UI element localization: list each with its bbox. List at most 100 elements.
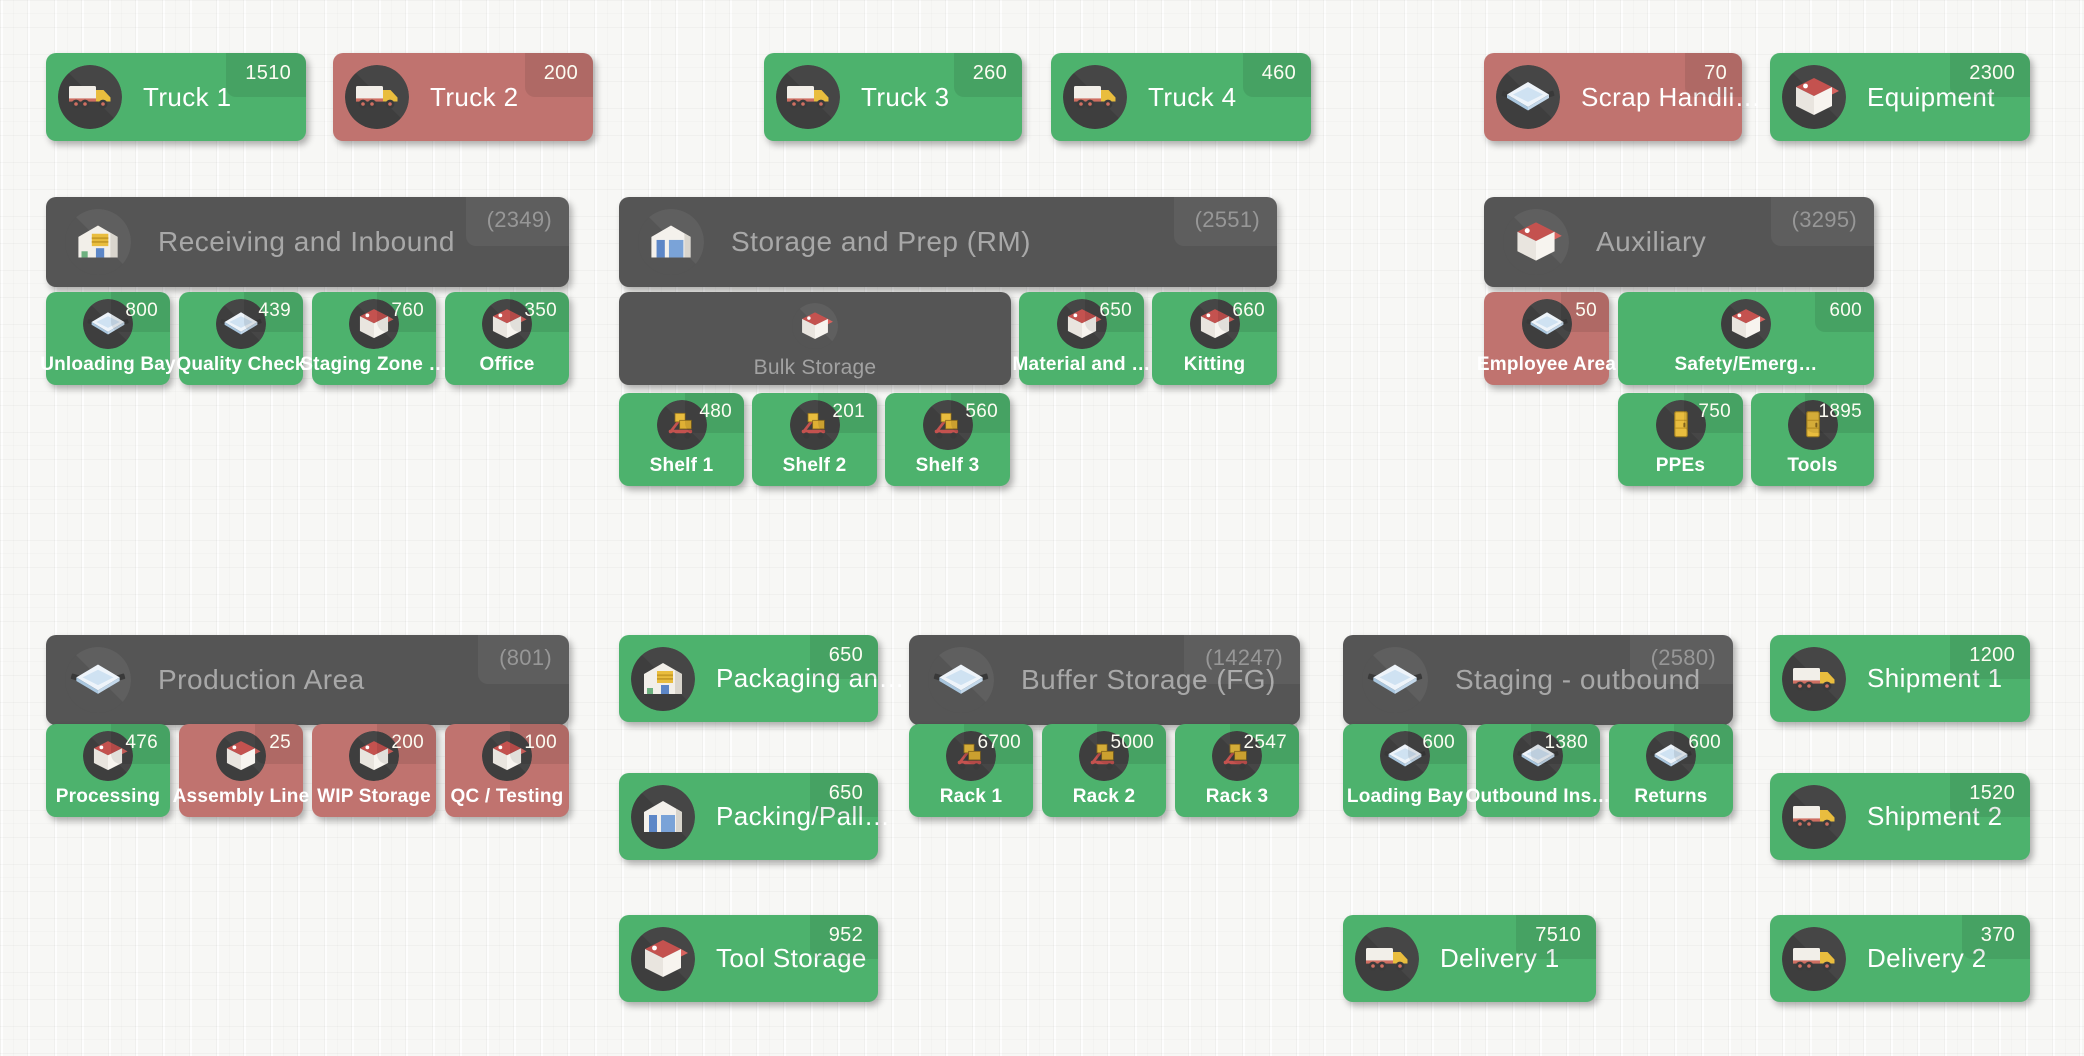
zone-label: Delivery 1 [1440,943,1560,973]
zone-card-office[interactable]: 350 Office [445,292,569,385]
zone-label: Employee Area [1476,354,1617,375]
warehouse-icon [638,209,704,275]
zone-label: Packing/Pall… [716,801,891,831]
zone-label: Rack 2 [1072,786,1136,807]
zone-count-badge: 650 [809,773,878,817]
zone-card-employee-area[interactable]: 50 Employee Area [1477,292,1616,385]
truck-icon [1782,647,1846,711]
zone-count-badge: 600 [1674,724,1733,764]
zone-label: Shelf 2 [782,455,847,476]
zone-card-truck-1[interactable]: 1510 Truck 1 [46,53,306,141]
zone-count-badge: 650 [1085,292,1144,332]
truck-icon [58,65,122,129]
zone-count-badge: 476 [111,724,170,764]
zone-card-qc-testing[interactable]: 100 QC / Testing [445,724,569,817]
zone-count-badge: 350 [510,292,569,332]
zone-count-badge: 100 [510,724,569,764]
zone-card-packing-palletizing[interactable]: 650 Packing/Pall… [619,773,890,860]
zone-count-badge: 2547 [1229,724,1299,764]
zone-label: Tool Storage [716,943,867,973]
zone-card-tool-storage[interactable]: 952 Tool Storage [619,915,878,1002]
zone-label: Shelf 1 [649,455,714,476]
zone-count-badge: 70 [1685,53,1742,97]
zone-card-truck-4[interactable]: 460 Truck 4 [1051,53,1311,141]
zone-card-truck-3[interactable]: 260 Truck 3 [764,53,1022,141]
section-header-buffer-storage[interactable]: (14247) Buffer Storage (FG) [909,635,1300,725]
zone-label: Truck 4 [1148,81,1237,112]
zone-card-shipment-2[interactable]: 1520 Shipment 2 [1770,773,2030,860]
zone-label: WIP Storage [317,786,431,807]
section-title: Auxiliary [1596,226,1707,257]
section-count-badge: (3295) [1770,197,1874,246]
zone-card-assembly-line[interactable]: 25 Assembly Line [173,724,309,817]
zone-count-badge: 1510 [226,53,306,97]
zone-count-badge: 1200 [1950,635,2030,679]
zone-label: Returns [1634,786,1708,807]
truck-icon [1782,927,1846,991]
zone-card-ppes[interactable]: 750 PPEs [1618,393,1743,486]
zone-card-truck-2[interactable]: 200 Truck 2 [333,53,593,141]
truck-icon [776,65,840,129]
zone-card-rack-1[interactable]: 6700 Rack 1 [909,724,1033,817]
pallet-icon [65,647,131,713]
zone-card-rack-3[interactable]: 2547 Rack 3 [1175,724,1299,817]
section-header-production-area[interactable]: (801) Production Area [46,635,569,725]
zone-card-shelf-2[interactable]: 201 Shelf 2 [752,393,877,486]
zone-card-tools[interactable]: 1895 Tools [1751,393,1874,486]
zone-label: Truck 2 [430,81,519,112]
warehouse-icon [631,647,695,711]
zone-label: Bulk Storage [753,356,877,379]
zone-label: Truck 1 [143,81,232,112]
section-title: Receiving and Inbound [158,226,455,257]
zone-card-shelf-3[interactable]: 560 Shelf 3 [885,393,1010,486]
zone-label: Equipment [1867,81,1995,112]
zone-count-badge: 800 [111,292,170,332]
zone-label: Rack 3 [1205,786,1269,807]
zone-count-badge: 7510 [1516,915,1596,959]
zone-card-returns[interactable]: 600 Returns [1609,724,1733,817]
zone-card-rack-2[interactable]: 5000 Rack 2 [1042,724,1166,817]
section-header-staging-outbound[interactable]: (2580) Staging - outbound [1343,635,1733,725]
zone-card-shelf-1[interactable]: 480 Shelf 1 [619,393,744,486]
section-header-storage-and-prep[interactable]: (2551) Storage and Prep (RM) [619,197,1277,287]
zone-count-badge: 1380 [1530,724,1600,764]
zone-count-badge: 560 [951,393,1010,433]
zone-card-processing[interactable]: 476 Processing [46,724,170,817]
zone-card-delivery-1[interactable]: 7510 Delivery 1 [1343,915,1596,1002]
zone-card-packaging[interactable]: 650 Packaging an… [619,635,904,722]
zone-card-bulk-storage[interactable]: Bulk Storage [619,292,1011,385]
section-header-auxiliary[interactable]: (3295) Auxiliary [1484,197,1874,287]
zone-count-badge: 200 [377,724,436,764]
section-title: Storage and Prep (RM) [731,226,1031,257]
zone-label: Assembly Line [172,786,310,807]
zone-label: Rack 1 [939,786,1003,807]
zone-card-outbound-inspection[interactable]: 1380 Outbound Ins… [1465,724,1610,817]
zone-count-badge: 6700 [963,724,1033,764]
zone-count-badge: 952 [809,915,878,959]
section-title: Production Area [158,664,365,695]
section-count-badge: (801) [478,635,569,684]
zone-count-badge: 600 [1408,724,1467,764]
zone-card-staging-zone[interactable]: 760 Staging Zone … [300,292,448,385]
zone-card-material-and[interactable]: 650 Material and … [1013,292,1150,385]
box-icon [1782,65,1846,129]
zone-card-equipment[interactable]: 2300 Equipment [1770,53,2030,141]
zone-label: Unloading Bay [40,354,176,375]
zone-card-shipment-1[interactable]: 1200 Shipment 1 [1770,635,2030,722]
zone-count-badge: 750 [1684,393,1743,433]
zone-card-delivery-2[interactable]: 370 Delivery 2 [1770,915,2030,1002]
zone-card-loading-bay[interactable]: 600 Loading Bay [1343,724,1467,817]
section-header-receiving-and-inbound[interactable]: (2349) Receiving and Inbound [46,197,569,287]
zone-label: Delivery 2 [1867,943,1987,973]
zone-count-badge: 650 [809,635,878,679]
zone-card-kitting[interactable]: 660 Kitting [1152,292,1277,385]
zone-card-quality-check[interactable]: 439 Quality Check [176,292,305,385]
zone-card-wip-storage[interactable]: 200 WIP Storage [312,724,436,817]
zone-label: PPEs [1655,455,1706,476]
box-icon [792,303,838,349]
zone-card-safety-emergency[interactable]: 600 Safety/Emerg… [1618,292,1874,385]
zone-card-unloading-bay[interactable]: 800 Unloading Bay [40,292,176,385]
zone-card-scrap-handling[interactable]: 70 Scrap Handli… [1484,53,1761,141]
section-count-badge: (2580) [1629,635,1733,684]
